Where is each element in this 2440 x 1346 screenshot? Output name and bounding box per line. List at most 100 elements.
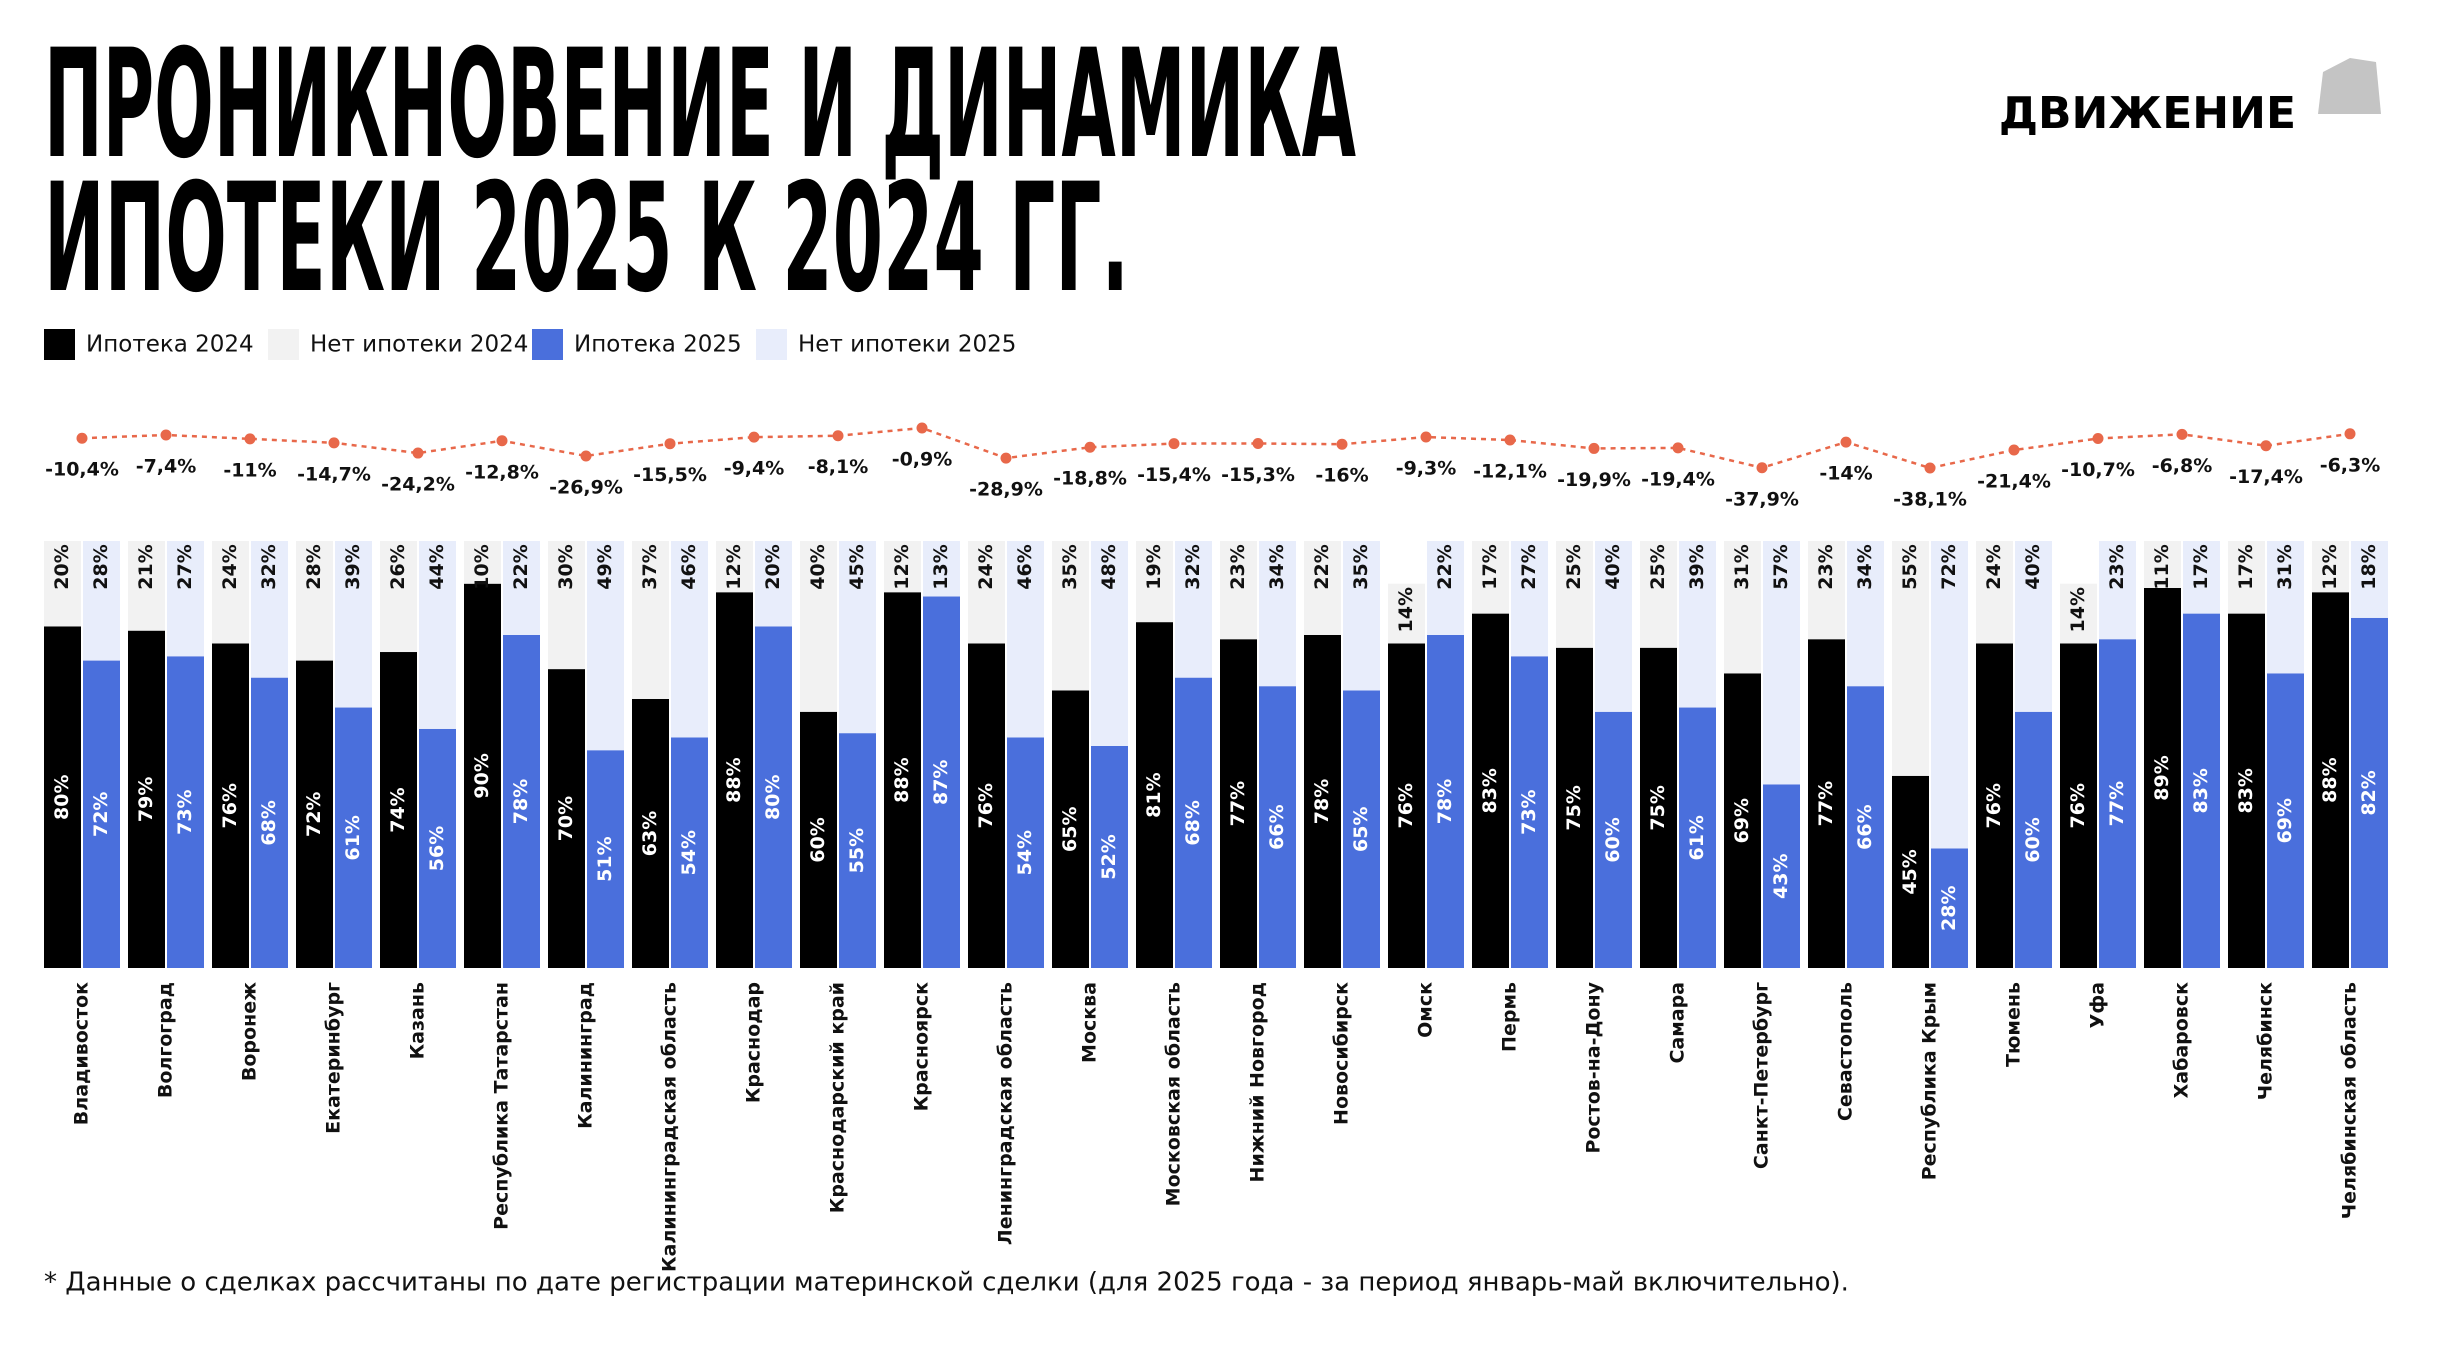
x-tick-label: Новосибирск bbox=[1331, 982, 1353, 1125]
bar-segment bbox=[1595, 541, 1632, 712]
value-label: 43% bbox=[1770, 853, 1792, 898]
value-label: 10% bbox=[471, 544, 493, 589]
value-label: 17% bbox=[2235, 544, 2257, 589]
bar-segment bbox=[1724, 541, 1761, 674]
bar-segment bbox=[1343, 690, 1380, 968]
change-point bbox=[916, 422, 928, 434]
bar-segment bbox=[1763, 541, 1800, 785]
change-label: -12,1% bbox=[1473, 461, 1547, 483]
value-label: 82% bbox=[2358, 770, 2380, 815]
value-label: 88% bbox=[723, 757, 745, 802]
change-label: -6,3% bbox=[2320, 454, 2381, 476]
legend-swatch bbox=[44, 329, 75, 360]
value-label: 40% bbox=[1602, 544, 1624, 589]
x-tick-label: Санкт-Петербург bbox=[1751, 982, 1773, 1169]
value-label: 90% bbox=[471, 753, 493, 798]
bar-segment bbox=[2312, 541, 2349, 593]
bar-segment bbox=[923, 596, 960, 968]
bar-segment bbox=[464, 541, 501, 584]
bar-segment bbox=[2060, 643, 2097, 968]
value-label: 23% bbox=[1815, 544, 1837, 589]
value-label: 14% bbox=[1395, 587, 1417, 632]
value-label: 46% bbox=[1014, 544, 1036, 589]
change-label: -15,5% bbox=[633, 464, 707, 486]
value-label: 30% bbox=[555, 544, 577, 589]
value-label: 21% bbox=[135, 544, 157, 589]
change-point bbox=[1252, 437, 1264, 449]
value-label: 60% bbox=[2022, 817, 2044, 862]
bar-segment bbox=[380, 541, 417, 653]
value-label: 83% bbox=[1479, 768, 1501, 813]
x-tick-label: Тюмень bbox=[2003, 982, 2025, 1067]
change-label: -6,8% bbox=[2152, 455, 2213, 477]
value-label: 88% bbox=[891, 757, 913, 802]
bar-segment bbox=[1220, 639, 1257, 968]
value-label: 60% bbox=[1602, 817, 1624, 862]
value-label: 66% bbox=[1266, 804, 1288, 849]
value-label: 35% bbox=[1059, 544, 1081, 589]
value-label: 83% bbox=[2235, 768, 2257, 813]
value-label: 23% bbox=[1227, 544, 1249, 589]
value-label: 32% bbox=[258, 544, 280, 589]
value-label: 51% bbox=[594, 836, 616, 881]
x-tick-label: Республика Крым bbox=[1919, 982, 1941, 1180]
bar-segment bbox=[212, 643, 249, 968]
bar-segment bbox=[335, 541, 372, 708]
value-label: 75% bbox=[1647, 785, 1669, 830]
value-label: 87% bbox=[930, 760, 952, 805]
bar-segment bbox=[1511, 541, 1548, 657]
bar-segment bbox=[335, 707, 372, 968]
bar-segment bbox=[587, 750, 624, 968]
bar-segment bbox=[755, 541, 792, 627]
change-point bbox=[2008, 444, 2020, 456]
x-tick-label: Уфа bbox=[2087, 982, 2109, 1028]
bar-segment bbox=[1679, 707, 1716, 968]
bar-segment bbox=[1388, 643, 1425, 968]
bar-segment bbox=[2015, 711, 2052, 968]
legend-swatch bbox=[532, 329, 563, 360]
value-label: 88% bbox=[2319, 757, 2341, 802]
value-label: 81% bbox=[1143, 772, 1165, 817]
bar-segment bbox=[1175, 541, 1212, 678]
value-label: 68% bbox=[1182, 800, 1204, 845]
bar-segment bbox=[1556, 647, 1593, 968]
bar-segment bbox=[2144, 587, 2181, 968]
bar-segment bbox=[128, 541, 165, 631]
change-label: -0,9% bbox=[892, 449, 953, 471]
bar-segment bbox=[2312, 592, 2349, 968]
bar-segment bbox=[419, 728, 456, 968]
change-label: -9,3% bbox=[1396, 458, 1457, 480]
bar-segment bbox=[1931, 848, 1968, 968]
value-label: 17% bbox=[1479, 544, 1501, 589]
value-label: 26% bbox=[387, 544, 409, 589]
value-label: 72% bbox=[303, 792, 325, 837]
change-point bbox=[1000, 452, 1012, 464]
bar-segment bbox=[1892, 775, 1929, 968]
value-label: 65% bbox=[1059, 806, 1081, 851]
bar-segment bbox=[1136, 622, 1173, 968]
bar-segment bbox=[1931, 541, 1968, 849]
value-label: 52% bbox=[1098, 834, 1120, 879]
bar-segment bbox=[1304, 541, 1341, 635]
x-tick-label: Самара bbox=[1667, 982, 1689, 1064]
value-label: 55% bbox=[1899, 544, 1921, 589]
value-label: 74% bbox=[387, 787, 409, 832]
bar-segment bbox=[671, 541, 708, 738]
value-label: 70% bbox=[555, 796, 577, 841]
bar-segment bbox=[2351, 617, 2388, 968]
change-point bbox=[2344, 428, 2356, 440]
value-label: 27% bbox=[1518, 544, 1540, 589]
bar-segment bbox=[464, 583, 501, 968]
bar-segment bbox=[2183, 613, 2220, 968]
change-label: -15,4% bbox=[1137, 464, 1211, 486]
x-tick-label: Республика Татарстан bbox=[491, 982, 513, 1230]
x-tick-label: Казань bbox=[407, 982, 429, 1059]
value-label: 39% bbox=[342, 544, 364, 589]
value-label: 48% bbox=[1098, 544, 1120, 589]
bar-segment bbox=[2099, 639, 2136, 968]
value-label: 78% bbox=[1311, 779, 1333, 824]
bar-segment bbox=[1220, 541, 1257, 640]
value-label: 28% bbox=[90, 544, 112, 589]
value-label: 25% bbox=[1563, 544, 1585, 589]
x-tick-label: Севастополь bbox=[1835, 982, 1857, 1121]
